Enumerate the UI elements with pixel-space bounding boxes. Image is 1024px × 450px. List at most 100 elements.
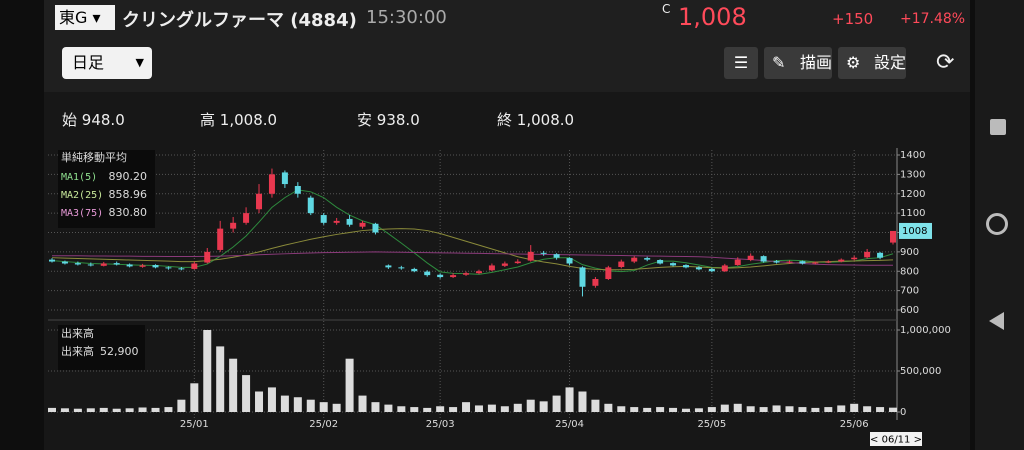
candle-body: [437, 274, 444, 278]
candle-body: [463, 273, 470, 275]
y-tick-label: 1400: [900, 150, 925, 161]
volume-bar: [203, 330, 212, 412]
candle-body: [100, 263, 107, 266]
volume-bar: [306, 399, 315, 412]
y-tick-label: 800: [900, 266, 919, 277]
settings-label: 設定: [874, 53, 906, 72]
high: 1,008.0: [219, 111, 278, 129]
volume-bar: [669, 407, 678, 412]
change: +150: [832, 10, 874, 28]
settings-button[interactable]: ⚙ 設定: [838, 47, 906, 79]
close-group: 終 1,008.0: [497, 109, 574, 130]
refresh-button[interactable]: ⟳: [936, 50, 955, 75]
candle-body: [178, 268, 185, 270]
candle-body: [204, 251, 211, 263]
volume-bar: [280, 395, 289, 412]
period-select[interactable]: 日足 ▼: [62, 47, 152, 79]
chart: 6007008009001000110012001300140025/0125/…: [48, 148, 951, 446]
price: 1,008: [678, 3, 747, 31]
volume-bar: [850, 403, 859, 412]
volume-name: 出来高: [61, 344, 94, 358]
candle-body: [49, 259, 55, 262]
ma-line: [52, 251, 894, 266]
recent-button[interactable]: [990, 119, 1006, 135]
candle-body: [294, 186, 301, 194]
volume-bar: [746, 406, 755, 412]
back-button[interactable]: [989, 312, 1004, 330]
volume-bar: [371, 402, 380, 412]
volume-bar: [513, 403, 522, 412]
volume-bar: [604, 403, 613, 412]
open: 948.0: [81, 111, 125, 129]
low-group: 安 938.0: [357, 109, 420, 130]
candle-body: [540, 252, 547, 254]
candle-body: [760, 256, 767, 262]
volume-bar: [578, 391, 587, 412]
time: 15:30:00: [366, 7, 447, 28]
volume-bar: [526, 399, 535, 412]
volume-bar: [319, 402, 328, 412]
volume-bar: [500, 406, 509, 412]
volume-bar: [837, 405, 846, 412]
indicator-button[interactable]: ☰: [724, 47, 758, 79]
candle-body: [243, 213, 250, 223]
candle-body: [450, 275, 457, 278]
candle-body: [592, 279, 599, 286]
candle-body: [385, 265, 392, 268]
candle-body: [812, 262, 819, 264]
volume-bar: [60, 408, 69, 412]
candle-body: [579, 267, 586, 287]
price-tag-bg: [899, 222, 932, 239]
volume-bar: [565, 387, 574, 412]
legend-name: MA3(75): [61, 208, 103, 219]
home-button[interactable]: [986, 213, 1008, 235]
candle-body: [799, 261, 806, 264]
candle-body: [320, 215, 327, 223]
volume-bar: [707, 407, 716, 412]
volume-bar: [720, 404, 729, 412]
volume-bar: [112, 408, 121, 412]
volume-bar: [164, 407, 173, 412]
candle-body: [734, 259, 741, 266]
volume-bar: [449, 407, 458, 412]
candle-body: [786, 261, 793, 263]
cursor-tag-bg: [870, 432, 922, 446]
volume-bar: [216, 346, 225, 412]
candle-body: [307, 197, 314, 214]
candle-body: [773, 261, 780, 263]
volume-bar: [125, 408, 134, 412]
close-label: 終: [497, 111, 513, 129]
market-select[interactable]: 東G ▾: [55, 5, 115, 30]
stock-name: クリングルファーマ (4884): [122, 10, 357, 31]
volume-title: 出来高: [61, 326, 94, 340]
legend-value: 890.20: [109, 170, 148, 183]
high-group: 高 1,008.0: [200, 109, 277, 130]
change-pct: +17.48%: [900, 11, 966, 27]
candle-body: [670, 263, 677, 266]
volume-bar: [177, 399, 186, 412]
candle-body: [721, 265, 728, 272]
y-tick-label: 700: [900, 286, 919, 297]
candle-body: [191, 263, 198, 269]
draw-button[interactable]: ✎ 描画: [764, 47, 832, 79]
candle-body: [708, 268, 715, 272]
y-tick-label: 600: [900, 305, 919, 316]
volume-bar: [630, 407, 639, 412]
header-bar: [44, 0, 970, 36]
volume-value: 52,900: [100, 345, 139, 358]
candle-body: [74, 263, 81, 265]
candle-body: [359, 222, 366, 227]
candle-body: [217, 228, 224, 250]
ma-line: [51, 228, 894, 271]
volume-bar: [591, 399, 600, 412]
volume-bar: [656, 407, 665, 412]
candle-body: [256, 193, 263, 210]
ma-legend-bg: [58, 150, 155, 228]
candle-body: [605, 267, 612, 279]
volume-bar: [384, 404, 393, 412]
candle-body: [139, 265, 146, 267]
x-tick-label: 25/04: [555, 419, 584, 430]
volume-bar: [811, 407, 820, 412]
x-tick-label: 25/01: [180, 419, 209, 430]
